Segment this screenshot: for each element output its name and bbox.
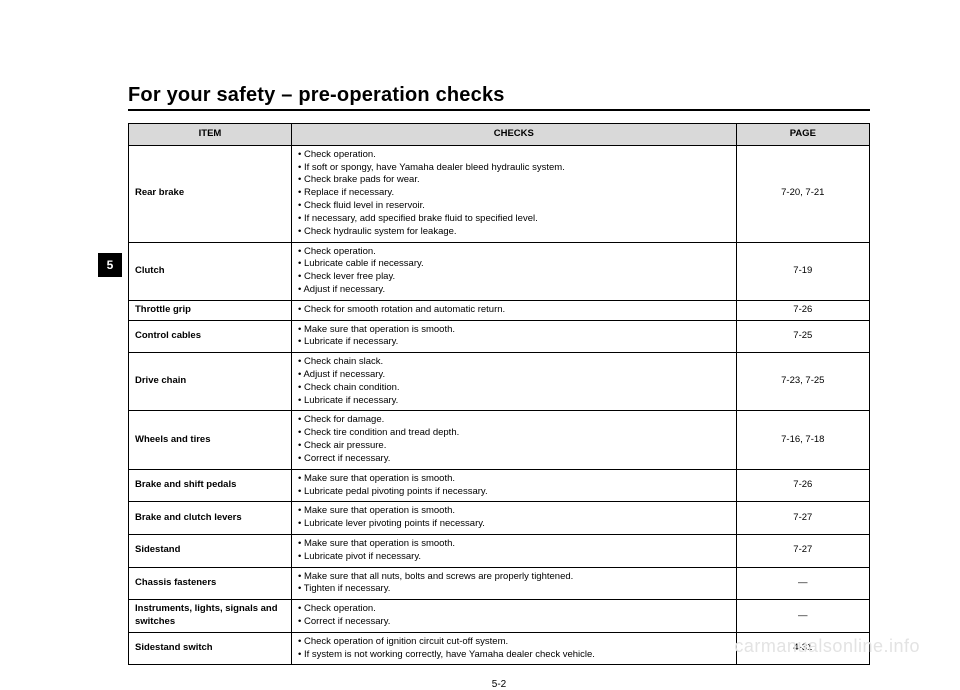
check-line: • Adjust if necessary.: [298, 284, 730, 297]
table-row: Sidestand• Make sure that operation is s…: [129, 534, 870, 567]
table-row: Drive chain• Check chain slack.• Adjust …: [129, 353, 870, 411]
check-line: • Lubricate cable if necessary.: [298, 258, 730, 271]
item-cell: Rear brake: [129, 145, 292, 242]
check-line: • Check operation.: [298, 603, 730, 616]
item-cell: Drive chain: [129, 353, 292, 411]
header-checks: CHECKS: [292, 124, 737, 146]
check-line: • Lubricate pivot if necessary.: [298, 551, 730, 564]
table-row: Control cables• Make sure that operation…: [129, 320, 870, 353]
page-cell: 7-27: [736, 534, 869, 567]
page-cell: 7-26: [736, 469, 869, 502]
check-line: • Correct if necessary.: [298, 453, 730, 466]
check-line: • Check operation.: [298, 149, 730, 162]
table-row: Brake and shift pedals• Make sure that o…: [129, 469, 870, 502]
table-row: Rear brake• Check operation.• If soft or…: [129, 145, 870, 242]
check-line: • Make sure that operation is smooth.: [298, 324, 730, 337]
table-row: Brake and clutch levers• Make sure that …: [129, 502, 870, 535]
check-line: • Lubricate lever pivoting points if nec…: [298, 518, 730, 531]
page-cell: —: [736, 600, 869, 633]
checks-cell: • Make sure that operation is smooth.• L…: [292, 534, 737, 567]
checks-cell: • Check operation of ignition circuit cu…: [292, 632, 737, 665]
check-line: • If system is not working correctly, ha…: [298, 649, 730, 662]
check-line: • Check operation of ignition circuit cu…: [298, 636, 730, 649]
footer-page-number: 5-2: [128, 679, 870, 690]
check-line: • Check fluid level in reservoir.: [298, 200, 730, 213]
table-header-row: ITEM CHECKS PAGE: [129, 124, 870, 146]
page-cell: 7-23, 7-25: [736, 353, 869, 411]
checks-cell: • Check for damage.• Check tire conditio…: [292, 411, 737, 469]
check-line: • Check chain slack.: [298, 356, 730, 369]
checks-cell: • Make sure that all nuts, bolts and scr…: [292, 567, 737, 600]
check-line: • Check operation.: [298, 246, 730, 259]
check-line: • Check for damage.: [298, 414, 730, 427]
page-cell: 7-27: [736, 502, 869, 535]
table-row: Chassis fasteners • Make sure that all nu…: [129, 567, 870, 600]
page-cell: 7-26: [736, 300, 869, 320]
section-tab: 5: [98, 253, 122, 277]
page-cell: —: [736, 567, 869, 600]
checks-cell: • Check chain slack.• Adjust if necessar…: [292, 353, 737, 411]
item-cell: Clutch: [129, 242, 292, 300]
page-cell: 4-31: [736, 632, 869, 665]
page-cell: 7-20, 7-21: [736, 145, 869, 242]
check-line: • Make sure that operation is smooth.: [298, 473, 730, 486]
checks-cell: • Check for smooth rotation and automati…: [292, 300, 737, 320]
page-container: 5 For your safety – pre-operation checks…: [0, 0, 960, 690]
check-line: • If necessary, add specified brake flui…: [298, 213, 730, 226]
item-cell: Throttle grip: [129, 300, 292, 320]
checks-table: ITEM CHECKS PAGE Rear brake• Check opera…: [128, 123, 870, 665]
checks-cell: • Check operation.• If soft or spongy, h…: [292, 145, 737, 242]
page-cell: 7-25: [736, 320, 869, 353]
table-body: Rear brake• Check operation.• If soft or…: [129, 145, 870, 665]
table-row: Sidestand switch • Check operation of ign…: [129, 632, 870, 665]
checks-cell: • Make sure that operation is smooth.• L…: [292, 502, 737, 535]
page-cell: 7-19: [736, 242, 869, 300]
header-page: PAGE: [736, 124, 869, 146]
check-line: • Check lever free play.: [298, 271, 730, 284]
check-line: • If soft or spongy, have Yamaha dealer …: [298, 162, 730, 175]
checks-cell: • Check operation.• Correct if necessary…: [292, 600, 737, 633]
check-line: • Make sure that all nuts, bolts and scr…: [298, 571, 730, 584]
check-line: • Adjust if necessary.: [298, 369, 730, 382]
section-number: 5: [107, 258, 114, 272]
item-cell: Control cables: [129, 320, 292, 353]
table-row: Clutch• Check operation.• Lubricate cabl…: [129, 242, 870, 300]
page-cell: 7-16, 7-18: [736, 411, 869, 469]
checks-cell: • Make sure that operation is smooth.• L…: [292, 469, 737, 502]
item-cell: Chassis fasteners: [129, 567, 292, 600]
item-cell: Brake and shift pedals: [129, 469, 292, 502]
check-line: • Lubricate if necessary.: [298, 336, 730, 349]
check-line: • Replace if necessary.: [298, 187, 730, 200]
title-row: For your safety – pre-operation checks: [128, 84, 870, 111]
check-line: • Lubricate if necessary.: [298, 395, 730, 408]
checks-cell: • Check operation.• Lubricate cable if n…: [292, 242, 737, 300]
check-line: • Lubricate pedal pivoting points if nec…: [298, 486, 730, 499]
check-line: • Make sure that operation is smooth.: [298, 538, 730, 551]
item-cell: Instruments, lights, signals and switche…: [129, 600, 292, 633]
header-item: ITEM: [129, 124, 292, 146]
checks-cell: • Make sure that operation is smooth.• L…: [292, 320, 737, 353]
item-cell: Wheels and tires: [129, 411, 292, 469]
check-line: • Tighten if necessary.: [298, 583, 730, 596]
check-line: • Check chain condition.: [298, 382, 730, 395]
check-line: • Check brake pads for wear.: [298, 174, 730, 187]
table-row: Wheels and tires• Check for damage.• Che…: [129, 411, 870, 469]
check-line: • Correct if necessary.: [298, 616, 730, 629]
check-line: • Check for smooth rotation and automati…: [298, 304, 730, 317]
check-line: • Check air pressure.: [298, 440, 730, 453]
item-cell: Sidestand switch: [129, 632, 292, 665]
item-cell: Brake and clutch levers: [129, 502, 292, 535]
page-title: For your safety – pre-operation checks: [128, 84, 505, 106]
item-cell: Sidestand: [129, 534, 292, 567]
check-line: • Check hydraulic system for leakage.: [298, 226, 730, 239]
check-line: • Make sure that operation is smooth.: [298, 505, 730, 518]
table-row: Throttle grip • Check for smooth rotation…: [129, 300, 870, 320]
table-row: Instruments, lights, signals and switche…: [129, 600, 870, 633]
check-line: • Check tire condition and tread depth.: [298, 427, 730, 440]
